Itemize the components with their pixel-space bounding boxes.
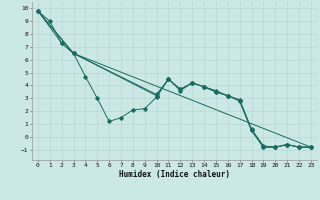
X-axis label: Humidex (Indice chaleur): Humidex (Indice chaleur) [119, 170, 230, 179]
